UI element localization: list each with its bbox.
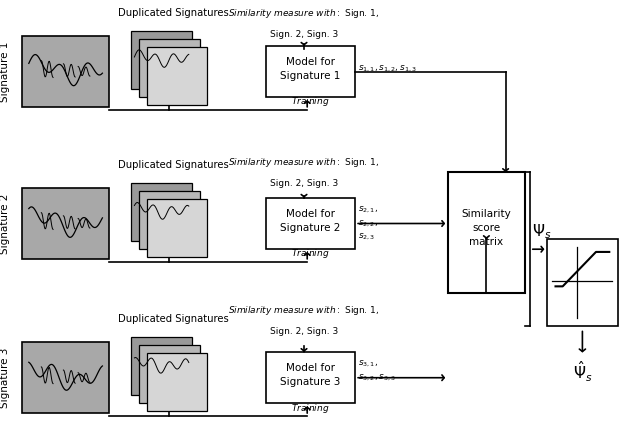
Text: $s_{2,2},$: $s_{2,2},$ — [358, 219, 378, 228]
Text: Model for
Signature 1: Model for Signature 1 — [280, 57, 340, 81]
Text: $s_{3,1},$: $s_{3,1},$ — [358, 359, 378, 369]
Text: Signature 2: Signature 2 — [0, 193, 10, 254]
Text: Model for
Signature 2: Model for Signature 2 — [280, 209, 340, 233]
Bar — [147, 199, 207, 257]
Bar — [547, 239, 618, 326]
Bar — [266, 46, 355, 97]
Bar — [139, 345, 200, 403]
Bar — [22, 188, 109, 259]
Text: $\it{Training}$: $\it{Training}$ — [291, 247, 330, 260]
Text: Sign. 2, Sign. 3: Sign. 2, Sign. 3 — [270, 179, 338, 188]
Text: $s_{3,2}, s_{3,3}$: $s_{3,2}, s_{3,3}$ — [358, 373, 397, 383]
Text: Duplicated Signatures: Duplicated Signatures — [118, 160, 228, 170]
Bar — [147, 353, 207, 411]
Bar — [147, 47, 207, 105]
Bar — [22, 36, 109, 107]
Text: $s_{2,3}$: $s_{2,3}$ — [358, 232, 376, 242]
Bar — [131, 31, 192, 89]
Bar — [139, 191, 200, 249]
Bar — [448, 172, 525, 293]
Text: $\Psi_s$: $\Psi_s$ — [532, 222, 552, 240]
Text: Similarity
score
matrix: Similarity score matrix — [461, 209, 511, 247]
Bar — [131, 337, 192, 395]
Text: Duplicated Signatures: Duplicated Signatures — [118, 8, 228, 18]
Text: $\it{Similarity\ measure\ with:}$ Sign. 1,: $\it{Similarity\ measure\ with:}$ Sign. … — [228, 7, 380, 20]
Text: Sign. 2, Sign. 3: Sign. 2, Sign. 3 — [270, 327, 338, 336]
Bar — [139, 39, 200, 97]
Text: $\it{Similarity\ measure\ with:}$ Sign. 1,: $\it{Similarity\ measure\ with:}$ Sign. … — [228, 156, 380, 169]
Text: Sign. 2, Sign. 3: Sign. 2, Sign. 3 — [270, 30, 338, 39]
Text: $\it{Training}$: $\it{Training}$ — [291, 401, 330, 415]
Text: Signature 3: Signature 3 — [0, 347, 10, 408]
Bar — [131, 183, 192, 241]
Text: Model for
Signature 3: Model for Signature 3 — [280, 363, 340, 388]
Text: Signature 1: Signature 1 — [0, 41, 10, 102]
Bar — [22, 342, 109, 413]
Text: $s_{2,1},$: $s_{2,1},$ — [358, 205, 378, 215]
Bar — [266, 198, 355, 249]
Bar — [266, 352, 355, 403]
Text: $s_{1,1}, s_{1,2}, s_{1,3}$: $s_{1,1}, s_{1,2}, s_{1,3}$ — [358, 64, 417, 74]
Text: $\it{Training}$: $\it{Training}$ — [291, 95, 330, 109]
Text: $\it{Similarity\ measure\ with:}$ Sign. 1,: $\it{Similarity\ measure\ with:}$ Sign. … — [228, 304, 380, 317]
Text: $\hat{\Psi}_s$: $\hat{\Psi}_s$ — [573, 360, 592, 384]
Text: Duplicated Signatures: Duplicated Signatures — [118, 314, 228, 324]
